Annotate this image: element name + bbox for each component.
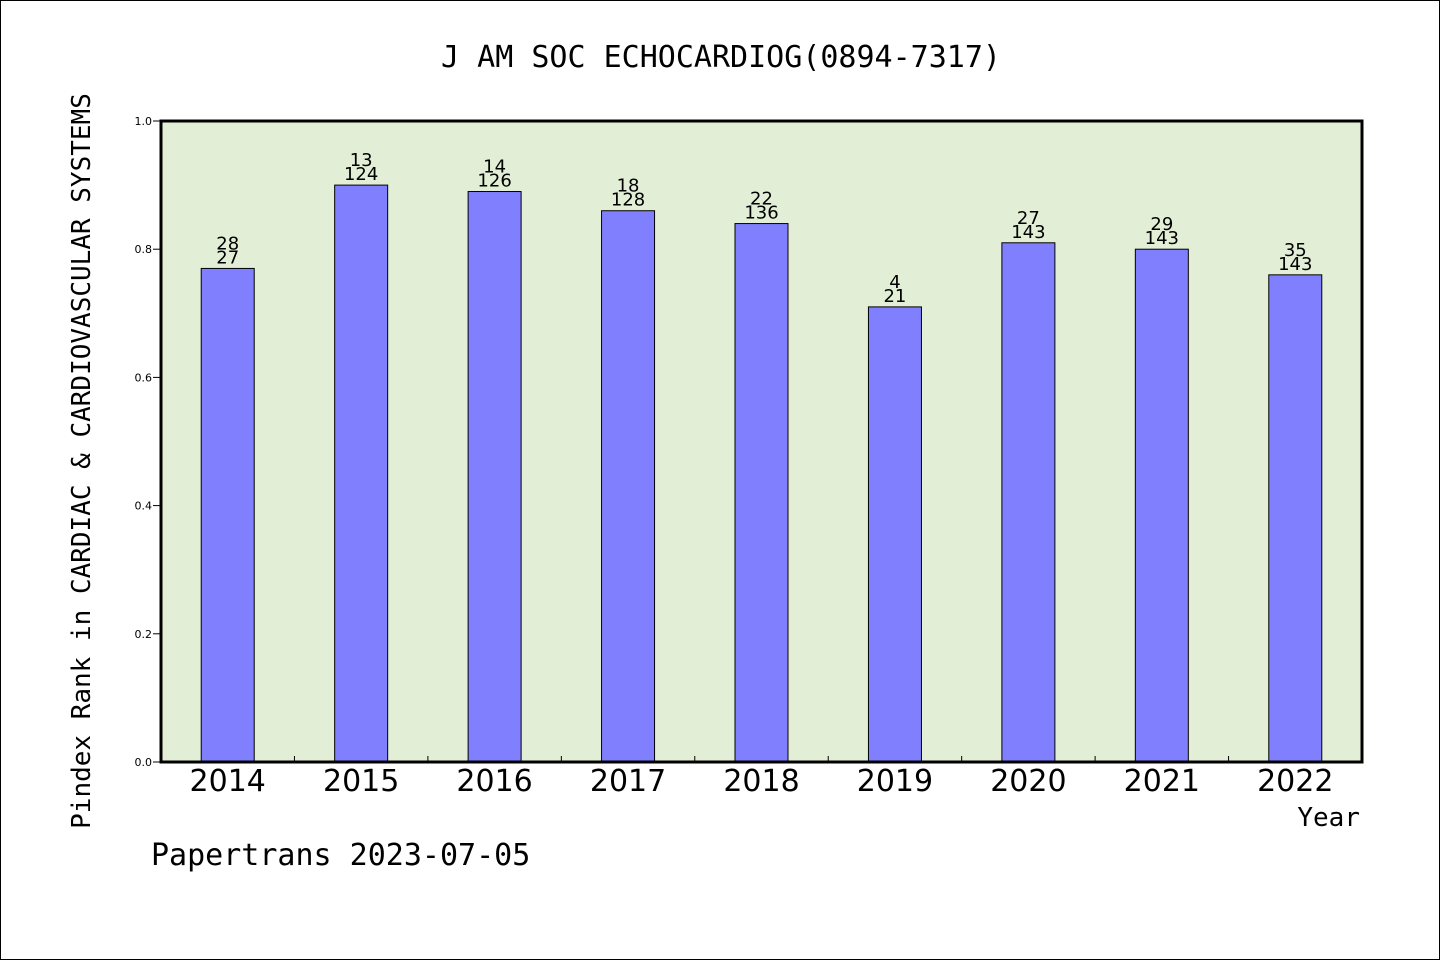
bar-2014	[200, 267, 255, 763]
x-tick-label: 2016	[456, 764, 532, 799]
x-tick-label: 2018	[723, 764, 799, 799]
plot-border	[159, 119, 1364, 764]
data-label-rank: 4	[889, 272, 900, 293]
bar-2020	[1001, 242, 1056, 763]
data-label-total: 128	[611, 190, 645, 211]
x-tick-label: 2022	[1257, 764, 1333, 799]
y-axis-title: Pindex Rank in CARDIAC & CARDIOVASCULAR …	[67, 93, 97, 829]
data-label-total: 126	[477, 171, 511, 192]
data-label-rank: 18	[617, 176, 640, 197]
y-tick-label: 0.8	[135, 243, 153, 256]
x-tick-label: 2017	[590, 764, 666, 799]
x-axis: 2014 2015 2016 2017 2018 2019 2020 2021 2022	[190, 756, 1333, 799]
data-label-total: 143	[1145, 228, 1179, 249]
bars-layer	[200, 184, 1323, 763]
data-label-total: 143	[1278, 254, 1312, 275]
data-label-rank: 28	[216, 233, 239, 254]
bar-2017	[601, 210, 656, 763]
y-tick-label: 0.4	[135, 500, 153, 513]
y-axis: 0.0 0.2 0.4 0.6 0.8 1.0	[135, 115, 161, 769]
y-tick-label: 0.0	[135, 756, 153, 769]
data-label-total: 27	[216, 247, 239, 268]
bar-2018	[734, 223, 789, 763]
bar-2022	[1268, 274, 1323, 763]
y-tick-label: 0.2	[135, 628, 153, 641]
x-tick-label: 2014	[190, 764, 266, 799]
data-label-total: 124	[344, 164, 378, 185]
y-tick-label: 0.6	[135, 371, 153, 384]
x-tick-label: 2021	[1124, 764, 1200, 799]
x-tick-label: 2020	[990, 764, 1066, 799]
bar-2019	[867, 306, 922, 763]
x-tick-label: 2015	[323, 764, 399, 799]
bar-2015	[334, 184, 389, 763]
data-label-total: 143	[1011, 222, 1045, 243]
footer-credit: Papertrans 2023-07-05	[151, 838, 530, 873]
bar-2021	[1134, 248, 1189, 763]
y-tick-label: 1.0	[135, 115, 153, 128]
data-label-rank: 29	[1150, 214, 1173, 235]
chart-title: J AM SOC ECHOCARDIOG(0894-7317)	[441, 40, 1001, 75]
data-label-rank: 14	[483, 157, 506, 178]
data-label-rank: 35	[1284, 240, 1307, 261]
bar-2016	[467, 191, 522, 763]
data-label-total: 21	[883, 286, 906, 307]
data-label-rank: 27	[1017, 208, 1040, 229]
data-label-rank: 13	[350, 150, 373, 171]
x-axis-title: Year	[1297, 803, 1360, 833]
data-label-total: 136	[744, 203, 778, 224]
data-label-rank: 22	[750, 189, 773, 210]
x-tick-label: 2019	[857, 764, 933, 799]
